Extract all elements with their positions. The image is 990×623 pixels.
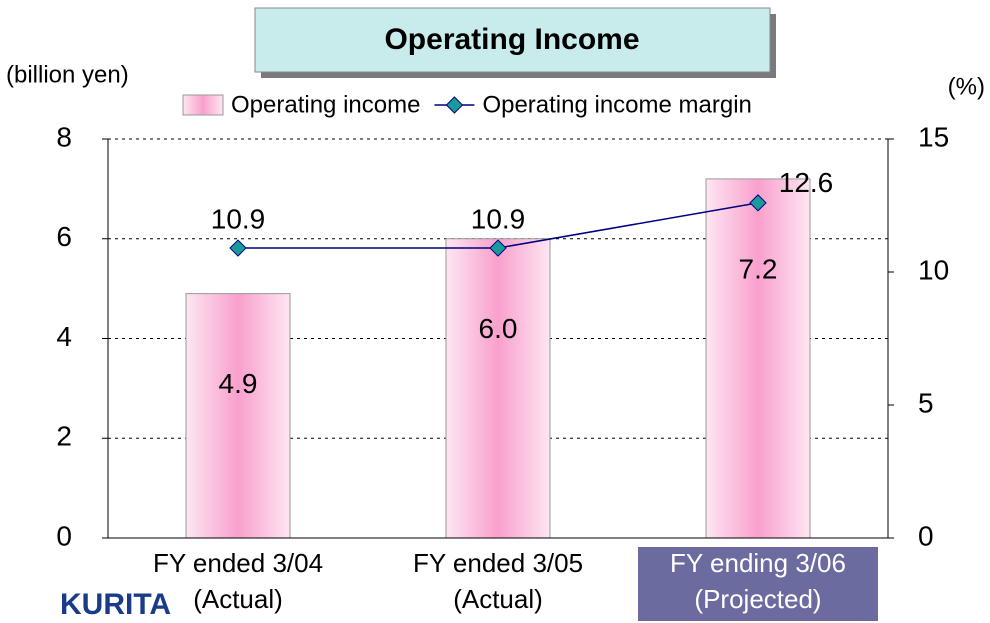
bar	[445, 238, 551, 539]
title-box	[254, 7, 771, 73]
chart-title: Operating Income	[384, 23, 639, 56]
y-tick-label: 6	[56, 221, 72, 252]
y-axis-label: (billion yen)	[6, 61, 129, 88]
line-marker	[229, 239, 247, 257]
y-tick-label: 4	[56, 321, 72, 352]
logo: KURITA	[60, 588, 171, 621]
legend-label: Operating income	[231, 91, 420, 118]
line-value-label: 12.6	[779, 167, 834, 198]
legend-label: Operating income margin	[482, 91, 751, 118]
line-value-label: 10.9	[211, 203, 266, 234]
bar-value-label: 6.0	[479, 313, 518, 344]
y2-tick-label: 15	[918, 121, 949, 152]
bar	[705, 178, 811, 539]
bar-value-label: 7.2	[739, 253, 778, 284]
y-tick-label: 2	[56, 421, 72, 452]
line-marker	[749, 194, 767, 212]
x-tick-label: (Projected)	[694, 584, 821, 614]
x-tick-label: (Actual)	[453, 584, 543, 614]
legend-swatch	[182, 94, 224, 116]
bar	[185, 293, 291, 539]
y2-axis-label: (%)	[948, 73, 985, 100]
y2-tick-label: 0	[918, 520, 934, 551]
y-tick-label: 8	[56, 121, 72, 152]
highlight-label-bg	[638, 547, 878, 621]
line-marker	[489, 239, 507, 257]
y2-tick-label: 5	[918, 387, 934, 418]
x-tick-label: FY ended 3/05	[413, 548, 583, 578]
legend-marker	[445, 96, 464, 114]
line-value-label: 10.9	[471, 203, 526, 234]
bar-value-label: 4.9	[219, 368, 258, 399]
y-tick-label: 0	[56, 520, 72, 551]
x-tick-label: FY ended 3/04	[153, 548, 323, 578]
y2-tick-label: 10	[918, 254, 949, 285]
x-tick-label: FY ending 3/06	[670, 548, 846, 578]
x-tick-label: (Actual)	[193, 584, 283, 614]
